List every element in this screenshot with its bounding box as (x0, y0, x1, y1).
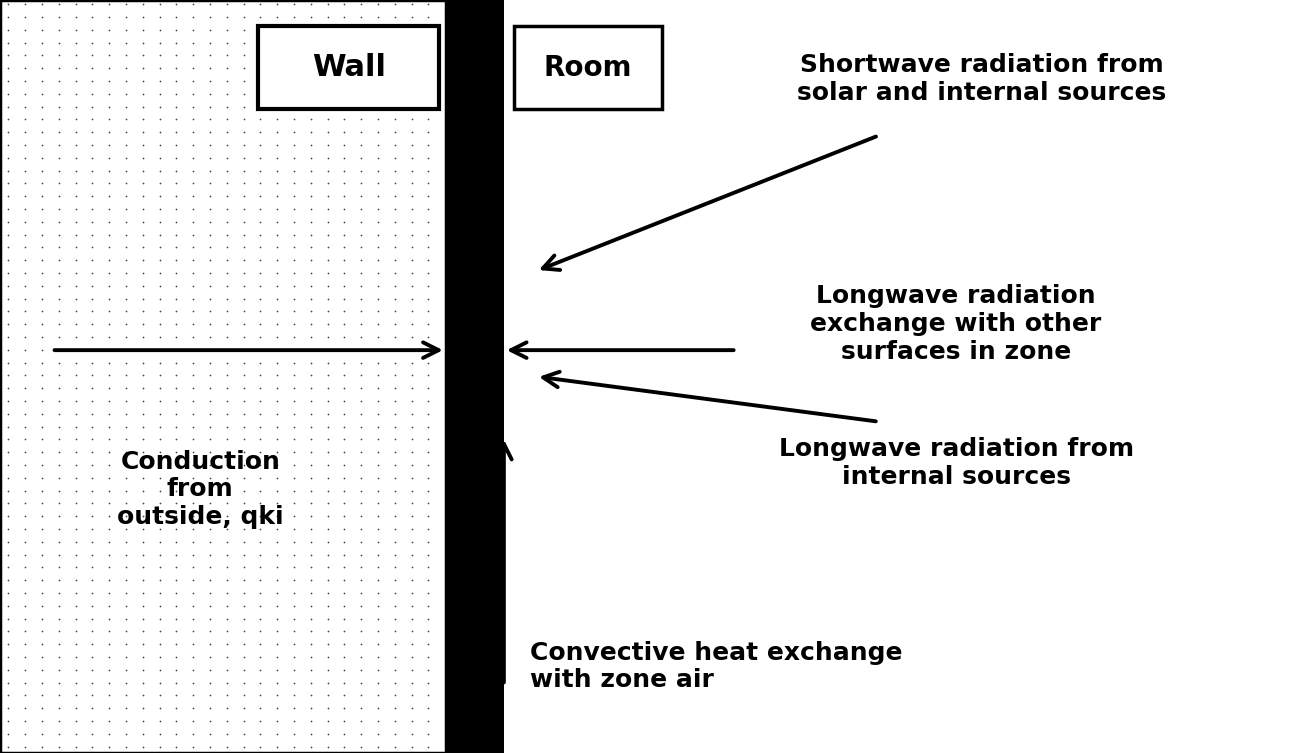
Text: Longwave radiation
exchange with other
surfaces in zone: Longwave radiation exchange with other s… (810, 284, 1102, 364)
Text: Conduction
from
outside, qki: Conduction from outside, qki (118, 450, 283, 529)
Text: Wall: Wall (311, 53, 386, 82)
Bar (446, 0, 504, 753)
Bar (0, 0, 446, 753)
Text: Shortwave radiation from
solar and internal sources: Shortwave radiation from solar and inter… (797, 53, 1167, 105)
Bar (514, 26, 663, 109)
Text: Convective heat exchange
with zone air: Convective heat exchange with zone air (530, 641, 902, 692)
Text: Longwave radiation from
internal sources: Longwave radiation from internal sources (779, 437, 1133, 489)
Text: Room: Room (544, 53, 632, 82)
Bar (258, 26, 439, 109)
